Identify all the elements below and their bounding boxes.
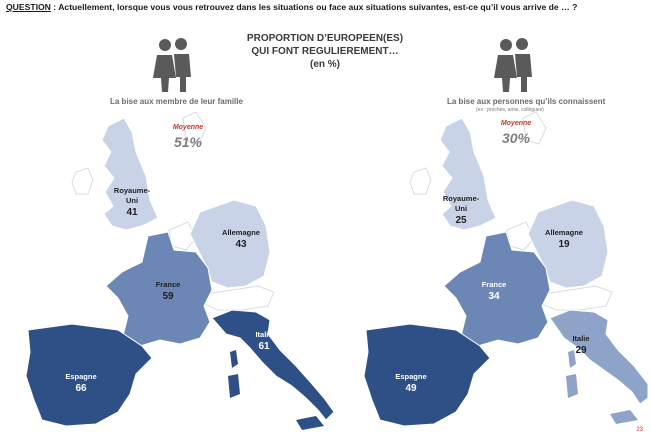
- right-label-france: France 34: [459, 280, 529, 302]
- kiss-couple-icon-right: [494, 38, 532, 92]
- left-label-espagne: Espagne 66: [46, 372, 116, 394]
- page-number: 23: [636, 427, 643, 433]
- left-label-allemagne-name: Allemagne: [222, 228, 260, 237]
- right-value-allemagne: 19: [558, 239, 570, 250]
- right-label-italie: Italie 29: [546, 334, 616, 356]
- right-label-allemagne: Allemagne 19: [529, 228, 599, 250]
- kiss-couple-icon: [153, 38, 191, 92]
- right-value-royaume-uni: 25: [455, 215, 467, 226]
- left-average-value: 51%: [173, 134, 203, 150]
- right-map-caption: La bise aux personnes qu’ils connaissent: [447, 97, 606, 106]
- right-map-caption-sub: (ex : proches, amis, collègues): [476, 107, 544, 113]
- region-royaume-uni: [101, 117, 159, 231]
- right-label-royaume-uni-name-1: Royaume-: [442, 194, 480, 203]
- region-espagne-right: [363, 323, 491, 427]
- title-line-1: PROPORTION D’EUROPEEN(ES): [246, 33, 404, 44]
- question-text: QUESTION : Actuellement, lorsque vous vo…: [6, 2, 646, 12]
- left-label-france-name: France: [155, 280, 181, 289]
- region-espagne: [25, 323, 153, 427]
- region-allemagne-right: [527, 199, 609, 289]
- right-value-france: 34: [488, 291, 500, 302]
- right-label-royaume-uni-name-2: Uni: [454, 204, 468, 213]
- left-map-caption: La bise aux membre de leur famille: [110, 97, 243, 106]
- left-label-italie-name: Italie: [255, 330, 273, 339]
- right-label-espagne-name: Espagne: [395, 372, 427, 381]
- left-map: [25, 38, 335, 430]
- left-label-italie: Italie 61: [229, 330, 299, 352]
- right-label-allemagne-name: Allemagne: [545, 228, 583, 237]
- left-label-allemagne: Allemagne 43: [206, 228, 276, 250]
- question-label: QUESTION: [6, 2, 51, 12]
- right-label-royaume-uni: Royaume- Uni 25: [426, 194, 496, 226]
- region-italie: [211, 309, 335, 421]
- question-body: : Actuellement, lorsque vous vous retrou…: [50, 2, 578, 12]
- right-average-value: 30%: [501, 130, 531, 146]
- right-value-espagne: 49: [405, 383, 417, 394]
- left-value-italie: 61: [258, 341, 270, 352]
- region-france-right: [443, 231, 551, 347]
- left-value-france: 59: [162, 291, 174, 302]
- left-label-royaume-uni-name-2: Uni: [125, 196, 139, 205]
- left-value-espagne: 66: [75, 383, 87, 394]
- left-value-royaume-uni: 41: [126, 207, 138, 218]
- right-label-espagne: Espagne 49: [376, 372, 446, 394]
- left-label-france: France 59: [133, 280, 203, 302]
- title-line-3: (en %): [310, 59, 340, 70]
- region-allemagne: [189, 199, 271, 289]
- right-label-italie-name: Italie: [572, 334, 590, 343]
- right-map: [363, 38, 649, 427]
- region-italie-right: [549, 309, 649, 405]
- title-line-2: QUI FONT REGULIEREMENT…: [251, 46, 399, 57]
- left-label-royaume-uni-name-1: Royaume-: [113, 186, 151, 195]
- region-france: [105, 231, 213, 347]
- left-value-allemagne: 43: [235, 239, 247, 250]
- right-value-italie: 29: [575, 345, 587, 356]
- left-label-royaume-uni: Royaume- Uni 41: [97, 186, 167, 218]
- right-label-france-name: France: [481, 280, 507, 289]
- right-average-label: Moyenne: [500, 120, 532, 127]
- region-royaume-uni-right: [439, 117, 497, 231]
- left-average-label: Moyenne: [172, 124, 204, 131]
- left-label-espagne-name: Espagne: [65, 372, 97, 381]
- chart-title: PROPORTION D’EUROPEEN(ES) QUI FONT REGUL…: [215, 32, 435, 71]
